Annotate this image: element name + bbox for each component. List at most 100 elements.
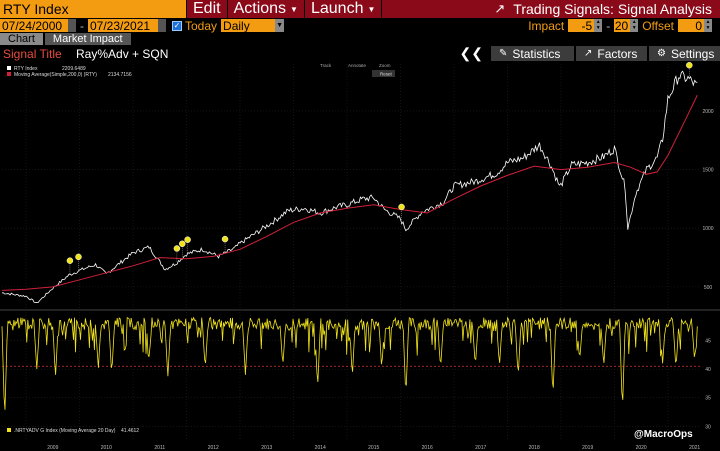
offset-stepper[interactable]: ▲ ▼ (704, 19, 712, 32)
chart-svg: 500 1000 1500 2000 30 35 40 45 2009 2010 2011 201… (0, 62, 720, 451)
chevron-down-icon[interactable]: ▼ (275, 19, 285, 32)
tab-bar: Chart Market Impact (0, 33, 720, 45)
external-link-icon[interactable]: ↗ (494, 1, 506, 16)
x-axis: 2009 2010 2011 2012 2013 2014 2015 2016 2017 2018… (47, 445, 700, 451)
signal-marker (75, 253, 82, 261)
offset-value: 0 (695, 18, 702, 33)
security-field[interactable]: RTY Index (0, 0, 186, 18)
end-date-input[interactable]: 07/23/2021 (88, 19, 158, 33)
factors-button[interactable]: ↗ Factors (576, 46, 647, 61)
impact-from-value: -5 (581, 18, 593, 33)
menu-actions[interactable]: Actions ▼ (228, 0, 304, 18)
impact-to-stepper[interactable]: ▲ ▼ (630, 19, 639, 32)
x-tick-label: 2012 (208, 445, 219, 451)
chart-area[interactable]: 500 1000 1500 2000 30 35 40 45 2009 2010 2011 201… (0, 62, 720, 451)
stepper-down-icon: ▼ (595, 25, 601, 31)
impact-controls: Impact -5 ▲ ▼ - 20 ▲ ▼ Offset 0 ▲ ▼ (524, 19, 720, 33)
legend-swatch-ma (7, 72, 11, 76)
signal-title-value[interactable]: Ray%Adv + SQN (76, 46, 169, 61)
signal-bar: Signal Title Ray%Adv + SQN ❮❮ ✎ Statistic… (0, 45, 720, 62)
annotate-button[interactable]: Annotate (348, 63, 367, 68)
period-value: Daily (223, 18, 250, 33)
pencil-icon: ✎ (499, 48, 508, 59)
signal-marker (686, 62, 693, 69)
price-legend: RTY Index 2209.6489 Moving Average(Simpl… (7, 66, 132, 78)
watermark: @MacroOps (634, 429, 693, 440)
signal-marker (178, 240, 186, 248)
signal-marker (173, 245, 181, 252)
impact-from-stepper[interactable]: ▲ ▼ (594, 19, 603, 32)
reset-button-bg[interactable] (372, 70, 395, 77)
moving-average-line (1, 94, 698, 291)
caret-down-icon: ▼ (367, 4, 376, 14)
tab-chart-label: Chart (8, 33, 35, 45)
legend-indicator-name: .NRTYADV G Index (Moving Average 20 Day) (14, 428, 116, 434)
x-tick-label: 2018 (529, 445, 540, 451)
indicator-y-axis: 30 35 40 45 (705, 339, 711, 431)
x-tick-label: 2013 (261, 445, 272, 451)
x-tick-label: 2015 (368, 445, 379, 451)
x-tick-label: 2020 (636, 445, 647, 451)
menu-launch-label: Launch (310, 0, 364, 17)
impact-from-input[interactable]: -5 (568, 18, 595, 33)
track-button[interactable]: Track (320, 63, 332, 68)
tab-market-impact[interactable]: Market Impact (44, 33, 131, 45)
signal-markers-group (66, 62, 693, 275)
chart-toolbar: Track Annotate Zoom Reset (320, 63, 395, 77)
price-series-group (1, 70, 698, 304)
app-title: Trading Signals: Signal Analysis (513, 1, 712, 17)
y-tick-label: 1500 (702, 168, 713, 174)
statistics-button[interactable]: ✎ Statistics (491, 46, 574, 61)
date-range-dash: - (80, 18, 84, 33)
indicator-legend: .NRTYADV G Index (Moving Average 20 Day)… (7, 428, 139, 434)
offset-input[interactable]: 0 (678, 18, 704, 33)
y-tick-label: 30 (705, 424, 711, 430)
period-select[interactable]: Daily (221, 18, 276, 33)
menu-separator (226, 0, 228, 18)
price-panel-grid (2, 64, 700, 308)
start-date-input[interactable]: 07/24/2000 (0, 18, 68, 33)
end-date-calendar-icon[interactable] (158, 19, 166, 32)
menu-edit[interactable]: Edit (187, 0, 227, 18)
stepper-up-icon: ▲ (631, 19, 637, 25)
factors-label: Factors (597, 46, 638, 61)
stepper-down-icon: ▼ (705, 25, 711, 31)
reset-button[interactable]: Reset (380, 72, 393, 77)
settings-label: Settings (670, 46, 715, 61)
tab-chart[interactable]: Chart (0, 33, 43, 45)
tab-market-impact-label: Market Impact (52, 33, 123, 45)
menu-separator (303, 0, 305, 18)
impact-to-input[interactable]: 20 (614, 19, 631, 33)
y-tick-label: 2000 (702, 109, 713, 115)
x-tick-label: 2016 (422, 445, 433, 451)
legend-ma-name: Moving Average(Simple,200,0) (RTY) (14, 72, 97, 78)
signal-marker (184, 236, 191, 243)
indicator-panel-grid (2, 312, 700, 440)
start-date-value: 07/24/2000 (2, 18, 63, 33)
x-tick-label: 2021 (689, 445, 700, 451)
collapse-panel-icon[interactable]: ❮❮ (459, 45, 483, 61)
menu-bar: RTY Index Edit Actions ▼ Launch ▼ ↗ Tradin… (0, 0, 720, 18)
x-tick-label: 2009 (47, 445, 58, 451)
impact-label: Impact (528, 18, 565, 33)
security-name: RTY Index (3, 1, 69, 17)
impact-range-dash: - (606, 18, 611, 33)
start-date-calendar-icon[interactable] (68, 19, 76, 32)
gear-icon: ⚙ (657, 48, 666, 59)
x-tick-label: 2010 (101, 445, 112, 451)
legend-ma-value: 2134.7156 (108, 72, 132, 78)
settings-button[interactable]: ⚙ Settings (649, 46, 720, 61)
today-checkbox[interactable]: ✓ (172, 20, 182, 31)
menu-separator (381, 0, 383, 18)
y-tick-label: 35 (705, 396, 711, 402)
signal-marker (66, 257, 74, 264)
statistics-label: Statistics (512, 46, 561, 61)
offset-label: Offset (642, 18, 674, 33)
legend-swatch-rty (7, 66, 11, 70)
menu-launch[interactable]: Launch ▼ (305, 0, 381, 18)
trend-icon: ↗ (584, 48, 593, 59)
y-tick-label: 45 (705, 339, 711, 345)
zoom-button[interactable]: Zoom (379, 63, 391, 68)
legend-rty-name: RTY Index (14, 66, 38, 72)
indicator-series-group (1, 316, 700, 410)
